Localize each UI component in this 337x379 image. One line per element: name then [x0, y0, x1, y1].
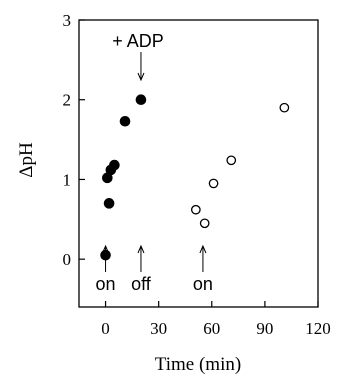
annotation-arrow-head	[137, 244, 145, 254]
annotation-on: on	[96, 274, 116, 294]
filled-data-point	[100, 249, 111, 261]
x-tick-label: 60	[203, 319, 220, 338]
open-data-point	[190, 204, 201, 215]
filled-data-point	[109, 159, 120, 171]
x-tick-label: 30	[150, 319, 167, 338]
y-tick-label: 1	[63, 170, 72, 189]
filled-data-point	[103, 198, 115, 209]
open-data-point	[226, 155, 237, 166]
annotation-arrow-head	[199, 244, 207, 254]
x-tick-label: 0	[101, 319, 110, 338]
open-data-point	[208, 178, 219, 189]
y-ticks: 0 1 2 3	[63, 11, 85, 269]
open-data-point	[199, 218, 210, 229]
y-axis-label: ΔpH	[16, 142, 37, 178]
annotations: on off on+ ADP	[96, 31, 213, 294]
y-tick-label: 0	[63, 250, 72, 269]
y-tick-label: 3	[63, 11, 72, 30]
data-points	[100, 94, 290, 261]
x-ticks: 0 30 60 90 120	[101, 301, 331, 338]
filled-data-point	[135, 94, 147, 106]
filled-data-point	[119, 115, 131, 127]
plot-frame	[78, 19, 319, 308]
open-data-point	[279, 102, 290, 113]
y-tick-label: 2	[63, 91, 72, 110]
annotation-add-adp: + ADP	[112, 31, 164, 51]
x-tick-label: 90	[256, 319, 273, 338]
x-tick-label: 120	[305, 319, 331, 338]
annotation-on: on	[193, 274, 213, 294]
x-axis-label: Time (min)	[155, 354, 241, 375]
annotation-arrow-head	[137, 72, 145, 82]
annotation-off: off	[131, 274, 152, 294]
